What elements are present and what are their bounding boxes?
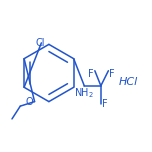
- Text: F: F: [102, 99, 108, 109]
- Text: O: O: [25, 97, 33, 107]
- Text: HCl: HCl: [118, 77, 138, 87]
- Text: F: F: [88, 69, 94, 79]
- Text: NH$_2$: NH$_2$: [74, 86, 94, 100]
- Text: Cl: Cl: [36, 38, 45, 48]
- Text: F: F: [109, 69, 115, 79]
